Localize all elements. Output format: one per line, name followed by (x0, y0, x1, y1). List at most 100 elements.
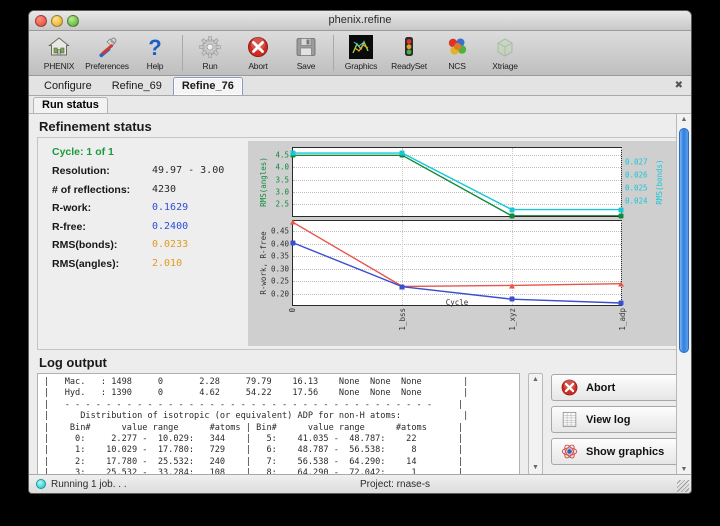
refinement-status-panel: Cycle: 1 of 1 Resolution: 49.97 - 3.00 # o… (37, 137, 683, 350)
chart-xlabel: Cycle (445, 298, 469, 307)
button-label: Show graphics (586, 445, 665, 458)
refinement-chart: 4.5 4.0 3.5 3.0 2.5 0.027 0.026 0.025 0.024 RMS(a… (248, 141, 676, 346)
toolbar: PHENIX Preferences? Help Run Abort Save G… (29, 31, 691, 76)
scroll-up-icon[interactable]: ▲ (680, 116, 688, 123)
toolbar-button-label: Abort (248, 61, 268, 71)
status-row: R-work: 0.1629 (52, 202, 248, 214)
molecule-red-icon (560, 442, 579, 461)
chart-ytick-right: 0.026 (625, 170, 648, 180)
toolbar-button-label: ReadySet (391, 61, 427, 71)
chart-data-point (618, 281, 624, 287)
chart-data-point (290, 219, 296, 225)
toolbar-button-graphics[interactable]: Graphics (337, 33, 385, 71)
chart-data-point (509, 213, 515, 219)
chart-gridline (293, 231, 621, 233)
minimize-window-button[interactable] (51, 15, 63, 27)
toolbar-button-label: PHENIX (43, 61, 75, 71)
chart-series-layer (293, 152, 621, 216)
chart-ylabel-left: R-work, R-free (259, 231, 268, 295)
chart-data-point (618, 300, 624, 306)
chart-data-point (290, 240, 296, 246)
log-scrollbar[interactable]: ▲ ▼ (528, 373, 543, 475)
toolbar-button-label: Run (202, 61, 218, 71)
status-text: Running 1 job. . . (51, 478, 127, 490)
log-output-box[interactable]: | Mac. : 1498 0 2.28 79.79 16.13 None No… (37, 373, 520, 475)
toolbar-button-help[interactable]: ? Help (131, 33, 179, 71)
toolbar-separator (182, 35, 183, 71)
window-controls (35, 15, 79, 27)
resize-handle-icon[interactable] (677, 480, 689, 492)
crystal-icon (481, 34, 529, 60)
status-row-key: Resolution: (52, 165, 110, 177)
chart-ylabel-right: RMS(bonds) (655, 159, 664, 205)
chart-data-point (509, 207, 515, 213)
tab-configure[interactable]: Configure (44, 80, 92, 92)
chart-vgridline (511, 221, 513, 305)
chart-vgridline (402, 221, 404, 305)
gear-icon (186, 34, 234, 60)
maximize-window-button[interactable] (67, 15, 79, 27)
toolbar-button-readyset[interactable]: ReadySet (385, 33, 433, 71)
toolbar-button-xtriage[interactable]: Xtriage (481, 33, 529, 71)
floppy-disk-icon (282, 34, 330, 60)
toolbar-button-run[interactable]: Run (186, 33, 234, 71)
chart-xtick: 1_adp (618, 308, 627, 331)
toolbar-button-ncs[interactable]: NCS (433, 33, 481, 71)
chart-gridline (293, 179, 621, 181)
toolbar-button-label: Graphics (344, 61, 378, 71)
log-scroll-down-icon[interactable]: ▼ (532, 464, 539, 471)
chart-ytick-left: 0.35 (270, 251, 289, 261)
title-bar: phenix.refine (29, 11, 691, 31)
house-icon (35, 34, 83, 60)
sub-tab-run-status[interactable]: Run status (33, 97, 108, 113)
chart-data-point (618, 207, 624, 213)
tab-refine_69[interactable]: Refine_69 (111, 80, 162, 92)
chart-ytick-right: 0.025 (625, 183, 648, 193)
toolbar-button-save[interactable]: Save (282, 33, 330, 71)
view-log-button[interactable]: View log (551, 406, 683, 433)
chart-data-point (509, 296, 515, 302)
tab-refine_76[interactable]: Refine_76 (172, 77, 243, 95)
tab-bar: Configure Refine_69 Refine_76 ✖ (29, 76, 691, 96)
chart-gridline (293, 203, 621, 205)
status-row-value: 4230 (152, 183, 177, 195)
toolbar-button-phenix[interactable]: PHENIX (35, 33, 83, 71)
chart-data-point (290, 150, 296, 156)
status-row: # of reflections: 4230 (52, 184, 248, 196)
status-row-value: 0.0233 (152, 239, 189, 250)
status-row: RMS(bonds): 0.0233 (52, 239, 248, 251)
chart-ytick-left: 4.0 (275, 162, 289, 172)
chart-ytick-left: 0.20 (270, 289, 289, 299)
button-label: Abort (586, 381, 616, 394)
scroll-down-icon[interactable]: ▼ (680, 466, 688, 473)
toolbar-button-abort[interactable]: Abort (234, 33, 282, 71)
chart-ytick-left: 0.40 (270, 239, 289, 249)
log-output-heading: Log output (39, 355, 107, 370)
main-scrollbar[interactable]: ▲ ▼ (676, 114, 691, 476)
abort-button[interactable]: Abort (551, 374, 683, 401)
chart-ytick-left: 4.5 (275, 150, 289, 160)
close-tab-icon[interactable]: ✖ (674, 80, 683, 91)
scrollbar-thumb[interactable] (679, 128, 689, 353)
action-buttons: Abort View log Show graphics (551, 373, 683, 470)
status-row-value: 49.97 - 3.00 (152, 165, 225, 176)
table-icon (560, 410, 579, 429)
status-row: RMS(angles): 2.010 (52, 258, 248, 270)
chart-subplot-lower: 0.45 0.40 0.35 0.30 0.25 0.20 R-work, R-free (259, 219, 624, 306)
toolbar-button-label: Save (296, 61, 316, 71)
content-area: Refinement status Cycle: 1 of 1 Resoluti… (29, 114, 691, 476)
chart-gridline (293, 281, 621, 283)
chart-xtick: 0 (288, 308, 297, 313)
toolbar-separator (333, 35, 334, 71)
status-row-value: 0.2400 (152, 220, 189, 232)
chart-gridline (293, 167, 621, 169)
log-scroll-up-icon[interactable]: ▲ (532, 376, 539, 383)
close-window-button[interactable] (35, 15, 47, 27)
chart-data-point (618, 213, 624, 219)
question-mark-icon: ? (131, 34, 179, 60)
chart-ytick-left: 3.0 (275, 187, 289, 197)
status-row-key: R-work: (52, 202, 92, 214)
chart-ytick-left: 3.5 (275, 175, 289, 185)
toolbar-button-preferences[interactable]: Preferences (83, 33, 131, 71)
show-graphics-button[interactable]: Show graphics (551, 438, 683, 465)
